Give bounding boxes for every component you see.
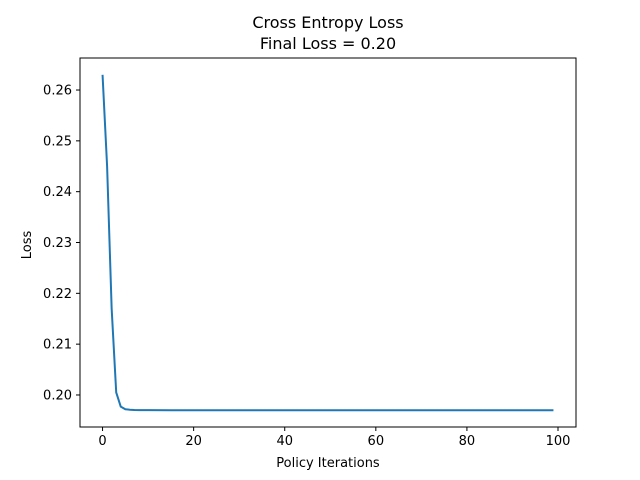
y-tick-label: 0.25	[43, 134, 72, 149]
y-tick-label: 0.22	[43, 287, 72, 302]
plot-area: 0 20 40 60 80 100 0.20 0.21 0.22 0.23 0.24 0.25 0.26	[43, 57, 577, 449]
y-tick-label: 0.24	[43, 185, 72, 200]
loss-line	[101, 74, 554, 412]
plot-frame	[79, 57, 577, 428]
y-tick-label: 0.20	[43, 388, 72, 403]
y-tick-label: 0.26	[43, 84, 72, 99]
y-axis-label: Loss	[20, 231, 35, 260]
chart-title: Cross Entropy Loss	[252, 13, 403, 32]
x-tick-label: 20	[185, 434, 202, 449]
x-tick-label: 80	[459, 434, 476, 449]
chart-subtitle: Final Loss = 0.20	[260, 34, 396, 53]
x-axis-label: Policy Iterations	[276, 456, 380, 471]
x-tick-label: 60	[368, 434, 385, 449]
x-tick-label: 40	[276, 434, 293, 449]
y-tick-label: 0.21	[43, 338, 72, 353]
y-tick-label: 0.23	[43, 236, 72, 251]
x-tick-label: 0	[98, 434, 106, 449]
x-tick-label: 100	[546, 434, 571, 449]
